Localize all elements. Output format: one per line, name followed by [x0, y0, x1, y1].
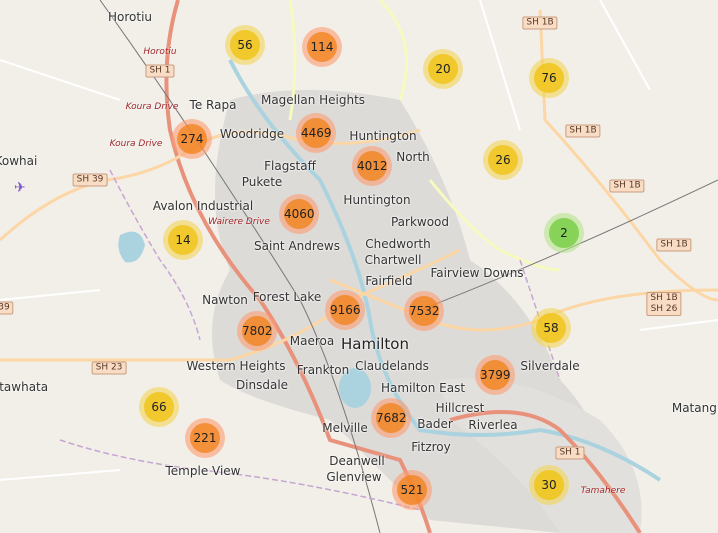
- place-label: Claudelands: [355, 359, 429, 373]
- place-label: Woodridge: [219, 127, 285, 141]
- place-label: Chedworth: [365, 237, 431, 251]
- place-label: Deanwell: [329, 454, 385, 468]
- cluster-count: 2: [549, 218, 579, 248]
- highway-shield: SH 1: [145, 64, 175, 78]
- place-label: North: [396, 150, 430, 164]
- marker-cluster[interactable]: 76: [529, 58, 569, 98]
- place-label: Maeroa: [289, 334, 335, 348]
- cluster-count: 26: [488, 145, 518, 175]
- cluster-count: 4469: [301, 118, 332, 148]
- place-label: Te Rapa: [189, 98, 237, 112]
- road-name-label: Wairere Drive: [208, 217, 270, 227]
- place-label: Silverdale: [520, 359, 580, 373]
- cluster-count: 3799: [480, 360, 511, 390]
- place-label: Hillcrest: [435, 401, 485, 415]
- cluster-count: 58: [536, 313, 566, 343]
- marker-cluster[interactable]: 9166: [325, 290, 365, 330]
- cluster-count: 7532: [409, 296, 440, 326]
- marker-cluster[interactable]: 20: [423, 49, 463, 89]
- place-label: Matangi: [671, 401, 718, 415]
- highway-shield: SH 1B: [656, 238, 692, 252]
- marker-cluster[interactable]: 221: [185, 418, 225, 458]
- marker-cluster[interactable]: 58: [531, 308, 571, 348]
- highway-shield: SH 1B: [609, 179, 645, 193]
- place-label: Frankton: [296, 363, 350, 377]
- place-label: Hamilton East: [380, 381, 466, 395]
- place-label: Saint Andrews: [254, 239, 340, 253]
- cluster-count: 56: [230, 30, 260, 60]
- place-label: Glenview: [326, 470, 382, 484]
- place-label: Melville: [322, 421, 368, 435]
- cluster-count: 114: [307, 32, 337, 62]
- place-label: Dinsdale: [235, 378, 289, 392]
- place-label: Avalon Industrial: [152, 199, 254, 213]
- airplane-icon: ✈: [14, 180, 26, 196]
- place-label: Flagstaff: [264, 159, 316, 173]
- place-label: Temple View: [165, 464, 241, 478]
- place-label: Fitzroy: [411, 440, 451, 454]
- city-label: Hamilton: [341, 335, 409, 353]
- highway-shield: SH 1: [555, 446, 585, 460]
- place-label: Western Heights: [186, 359, 286, 373]
- place-label: Kowhai: [0, 154, 38, 168]
- marker-cluster[interactable]: 2: [544, 213, 584, 253]
- cluster-count: 7682: [376, 403, 407, 433]
- place-label: Fairfield: [365, 274, 413, 288]
- cluster-count: 4012: [357, 151, 388, 181]
- place-label: atawhata: [0, 380, 49, 394]
- place-label: Fairview Downs: [430, 266, 524, 280]
- cluster-count: 221: [190, 423, 220, 453]
- highway-shield: SH 23: [91, 361, 127, 375]
- cluster-count: 4060: [284, 199, 315, 229]
- marker-cluster[interactable]: 30: [529, 465, 569, 505]
- marker-cluster[interactable]: 7802: [237, 311, 277, 351]
- marker-cluster[interactable]: 4060: [279, 194, 319, 234]
- cluster-count: 274: [177, 124, 207, 154]
- road-name-label: Koura Drive: [109, 139, 163, 149]
- marker-cluster[interactable]: 14: [163, 220, 203, 260]
- cluster-count: 76: [534, 63, 564, 93]
- highway-shield: SH 1B: [522, 16, 558, 30]
- road-name-label: Koura Drive: [125, 102, 179, 112]
- place-label: Bader: [417, 417, 453, 431]
- place-label: Magellan Heights: [260, 93, 366, 107]
- place-label: Chartwell: [364, 253, 422, 267]
- marker-cluster[interactable]: 114: [302, 27, 342, 67]
- marker-cluster[interactable]: 274: [172, 119, 212, 159]
- marker-cluster[interactable]: 4012: [352, 146, 392, 186]
- marker-cluster[interactable]: 66: [139, 387, 179, 427]
- cluster-count: 66: [144, 392, 174, 422]
- marker-cluster[interactable]: 7532: [404, 291, 444, 331]
- cluster-count: 30: [534, 470, 564, 500]
- highway-shield: 39: [0, 301, 14, 315]
- cluster-count: 521: [397, 475, 427, 505]
- marker-cluster[interactable]: 56: [225, 25, 265, 65]
- marker-cluster[interactable]: 521: [392, 470, 432, 510]
- marker-cluster[interactable]: 7682: [371, 398, 411, 438]
- cluster-count: 20: [428, 54, 458, 84]
- marker-cluster[interactable]: 4469: [296, 113, 336, 153]
- place-label: Pukete: [241, 175, 283, 189]
- cluster-count: 9166: [330, 295, 361, 325]
- place-label: Horotiu: [107, 10, 153, 24]
- road-name-label: Horotiu: [143, 47, 177, 57]
- marker-cluster[interactable]: 3799: [475, 355, 515, 395]
- place-label: Nawton: [202, 293, 248, 307]
- highway-shield: SH 39: [72, 173, 108, 187]
- cluster-count: 7802: [242, 316, 273, 346]
- place-label: Riverlea: [468, 418, 518, 432]
- cluster-count: 14: [168, 225, 198, 255]
- place-label: Forest Lake: [252, 290, 322, 304]
- place-label: Parkwood: [390, 215, 450, 229]
- place-label: Huntington: [343, 193, 411, 207]
- highway-shield: SH 1B: [565, 124, 601, 138]
- place-label: Huntington: [349, 129, 417, 143]
- marker-cluster[interactable]: 26: [483, 140, 523, 180]
- road-name-label: Tamahere: [580, 486, 626, 496]
- highway-shield: SH 1B SH 26: [646, 292, 682, 316]
